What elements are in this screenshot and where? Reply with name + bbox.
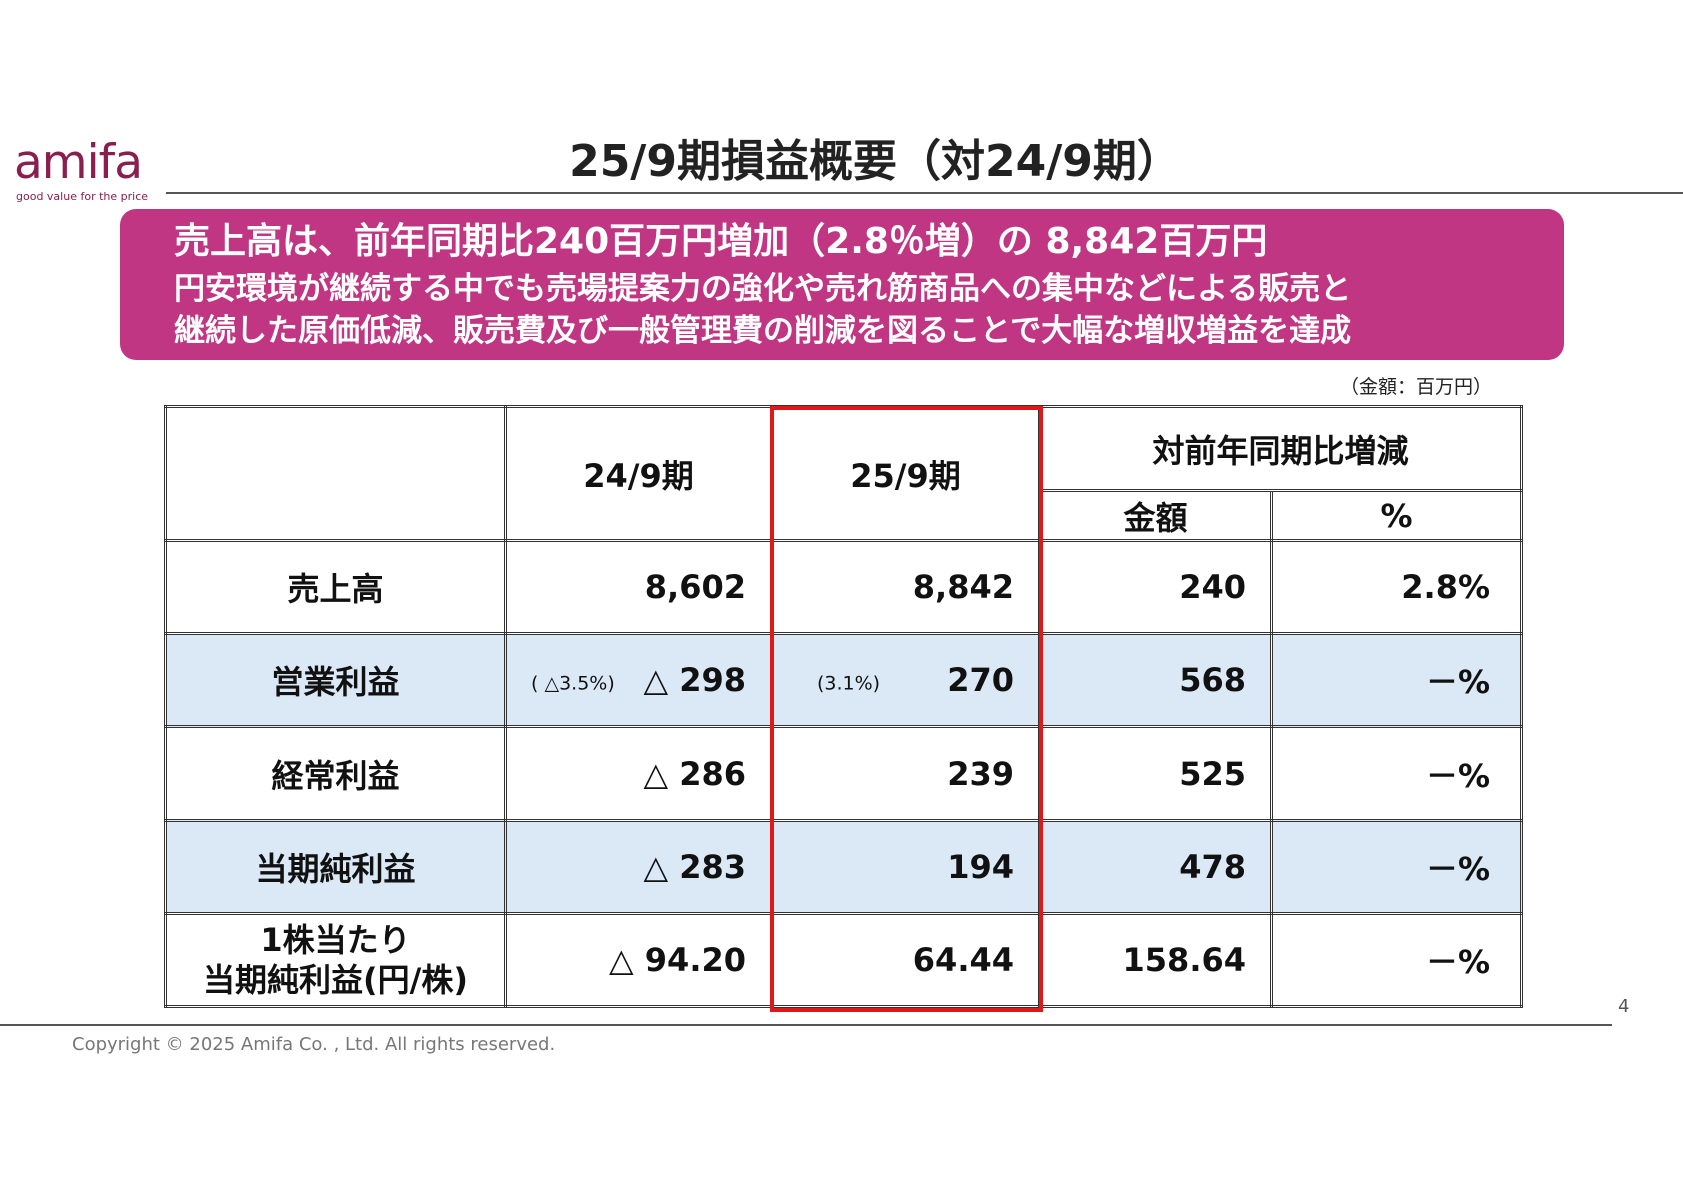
unit-note: （金額：百万円） bbox=[1340, 376, 1493, 398]
title-divider bbox=[166, 192, 1683, 194]
table-row: 経常利益 △ 286 239 525 －% bbox=[164, 725, 1524, 822]
row-label: 売上高 bbox=[164, 539, 507, 636]
value-curr: 239 bbox=[770, 725, 1041, 822]
logo-tagline: good value for the price bbox=[16, 190, 149, 203]
value-percent: －% bbox=[1269, 632, 1524, 729]
table-row: 営業利益 ( △3.5%) △ 298 (3.1%) 270 568 －% bbox=[164, 632, 1524, 729]
pl-summary-table: 24/9期 25/9期 対前年同期比増減 金額 % 売上高 8,602 8,84… bbox=[164, 404, 1524, 1009]
header-prev-period: 24/9期 bbox=[504, 404, 773, 543]
value-percent: －% bbox=[1269, 818, 1524, 915]
value-amount: 478 bbox=[1038, 818, 1273, 915]
row-label-line-1: 1株当たり bbox=[260, 920, 411, 959]
value-prev: △ 298 bbox=[643, 661, 746, 700]
table-row: 売上高 8,602 8,842 240 2.8% bbox=[164, 539, 1524, 636]
value-amount: 240 bbox=[1038, 539, 1273, 636]
banner-headline: 売上高は、前年同期比240百万円増加（2.8％増）の 8,842百万円 bbox=[174, 221, 1268, 262]
footer-divider bbox=[0, 1024, 1612, 1026]
row-label: 経常利益 bbox=[164, 725, 507, 822]
row-label: 営業利益 bbox=[164, 632, 507, 729]
value-prev: △ 283 bbox=[504, 818, 773, 915]
value-prev: △ 94.20 bbox=[504, 911, 773, 1009]
margin-note-curr: (3.1%) bbox=[817, 672, 881, 695]
page-title: 25/9期損益概要（対24/9期） bbox=[569, 136, 1181, 187]
header-empty-cell bbox=[164, 404, 507, 543]
value-curr: 194 bbox=[770, 818, 1041, 915]
value-amount: 525 bbox=[1038, 725, 1273, 822]
value-amount: 158.64 bbox=[1038, 911, 1273, 1009]
value-prev-cell: ( △3.5%) △ 298 bbox=[504, 632, 773, 729]
value-curr: 64.44 bbox=[770, 911, 1041, 1009]
company-logo: amifa good value for the price bbox=[14, 138, 174, 208]
value-percent: －% bbox=[1269, 911, 1524, 1009]
value-amount: 568 bbox=[1038, 632, 1273, 729]
value-curr: 270 bbox=[947, 661, 1014, 700]
logo-wordmark: amifa bbox=[14, 135, 143, 190]
value-prev: △ 286 bbox=[504, 725, 773, 822]
header-curr-period: 25/9期 bbox=[770, 404, 1041, 543]
value-curr: 8,842 bbox=[770, 539, 1041, 636]
header-yoy-change: 対前年同期比増減 bbox=[1037, 404, 1524, 493]
banner-detail-line-2: 継続した原価低減、販売費及び一般管理費の削減を図ることで大幅な増収増益を達成 bbox=[174, 313, 1352, 349]
value-curr-cell: (3.1%) 270 bbox=[770, 632, 1041, 729]
summary-banner: 売上高は、前年同期比240百万円増加（2.8％増）の 8,842百万円 円安環境… bbox=[120, 209, 1564, 360]
page-number: 4 bbox=[1618, 996, 1630, 1017]
row-label: 1株当たり 当期純利益(円/株) bbox=[164, 911, 507, 1009]
table-row: 1株当たり 当期純利益(円/株) △ 94.20 64.44 158.64 －% bbox=[164, 911, 1524, 1009]
row-label: 当期純利益 bbox=[164, 818, 507, 915]
value-percent: －% bbox=[1269, 725, 1524, 822]
banner-detail-line-1: 円安環境が継続する中でも売場提案力の強化や売れ筋商品への集中などによる販売と bbox=[174, 271, 1352, 307]
value-percent: 2.8% bbox=[1269, 539, 1524, 636]
row-label-line-2: 当期純利益(円/株) bbox=[203, 960, 468, 999]
header-percent: % bbox=[1269, 489, 1524, 543]
margin-note-prev: ( △3.5%) bbox=[531, 672, 615, 695]
copyright-notice: Copyright © 2025 Amifa Co. , Ltd. All ri… bbox=[72, 1034, 556, 1055]
table-row: 当期純利益 △ 283 194 478 －% bbox=[164, 818, 1524, 915]
value-prev: 8,602 bbox=[504, 539, 773, 636]
header-amount: 金額 bbox=[1038, 489, 1273, 543]
